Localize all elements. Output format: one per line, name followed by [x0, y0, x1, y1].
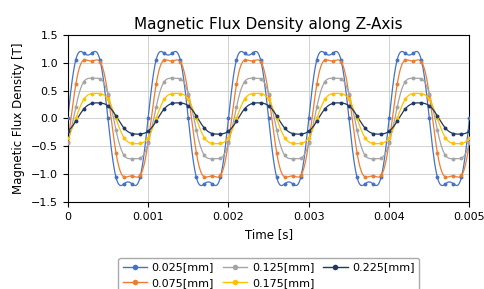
Legend: 0.025[mm], 0.075[mm], 0.125[mm], 0.175[mm], 0.225[mm]: 0.025[mm], 0.075[mm], 0.125[mm], 0.175[m… [118, 258, 419, 289]
X-axis label: Time [s]: Time [s] [244, 227, 293, 240]
Y-axis label: Magnetic Flux Density [T]: Magnetic Flux Density [T] [13, 43, 26, 194]
Title: Magnetic Flux Density along Z-Axis: Magnetic Flux Density along Z-Axis [134, 17, 403, 32]
